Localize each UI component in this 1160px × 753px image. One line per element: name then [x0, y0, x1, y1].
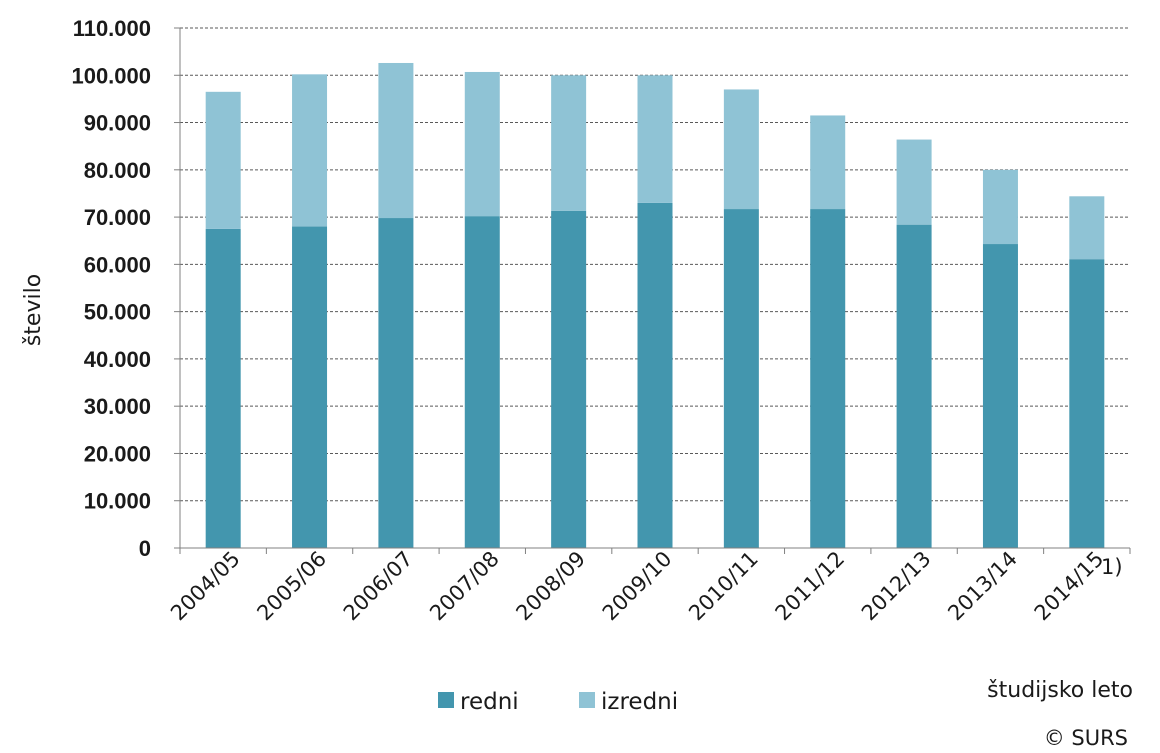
bar-redni	[378, 218, 414, 548]
y-tick-label: 40.000	[84, 347, 151, 372]
legend-swatch-redni	[438, 692, 454, 708]
x-tick-label: 2008/09	[512, 547, 591, 626]
y-tick-label: 110.000	[73, 16, 151, 41]
y-tick-label: 30.000	[84, 394, 151, 419]
x-axis-label: študijsko leto	[987, 678, 1133, 703]
bar-redni	[810, 209, 846, 548]
y-tick-label: 0	[139, 536, 151, 561]
axes	[174, 27, 1131, 554]
y-tick-label: 50.000	[84, 300, 151, 325]
source-credit: © SURS	[1044, 726, 1128, 750]
y-tick-label: 70.000	[84, 205, 151, 230]
legend: redni izredni	[438, 689, 678, 715]
y-axis-label: število	[21, 274, 46, 346]
bar-redni	[896, 224, 932, 548]
bar-izredni	[723, 89, 759, 210]
bar-izredni	[292, 74, 328, 227]
y-tick-label: 100.000	[71, 63, 151, 88]
x-tick-label: 2005/06	[252, 547, 331, 626]
x-tick-label: 2007/08	[425, 547, 504, 626]
bar-redni	[205, 228, 241, 548]
x-tick-label: 2010/11	[684, 547, 763, 626]
bar-redni	[292, 226, 328, 548]
y-tick-label: 10.000	[84, 489, 151, 514]
x-tick-label: 2012/13	[857, 547, 936, 626]
bar-redni	[637, 202, 673, 548]
bar-izredni	[378, 62, 414, 219]
bars	[205, 62, 1105, 549]
bar-izredni	[464, 71, 500, 217]
bar-izredni	[637, 75, 673, 203]
bar-izredni	[205, 91, 241, 229]
x-tick-label: 2009/10	[598, 547, 677, 626]
y-tick-label: 90.000	[84, 111, 151, 136]
bar-redni	[464, 216, 500, 549]
legend-label-redni: redni	[460, 689, 519, 715]
x-tick-label: 2014/15	[1030, 547, 1109, 626]
bar-redni	[551, 210, 587, 549]
legend-label-izredni: izredni	[601, 689, 678, 715]
legend-swatch-izredni	[579, 692, 595, 708]
x-tick-label: 2011/12	[771, 547, 850, 626]
x-tick-label: 2004/05	[166, 547, 245, 626]
x-tick-label: 2013/14	[943, 547, 1022, 626]
bar-redni	[723, 209, 759, 548]
y-tick-label: 60.000	[84, 252, 151, 277]
x-tick-label: 2006/07	[339, 547, 418, 626]
x-tick-labels: 2004/05 2005/06 2006/07 2007/08 2008/09 2009/…	[166, 547, 1108, 626]
bar-izredni	[896, 139, 932, 225]
bar-izredni	[1069, 196, 1105, 260]
y-tick-label: 80.000	[84, 158, 151, 183]
bar-izredni	[551, 75, 587, 211]
bar-redni	[982, 244, 1018, 548]
bar-izredni	[982, 169, 1018, 245]
bar-izredni	[810, 115, 846, 210]
y-tick-label: 20.000	[84, 441, 151, 466]
bar-redni	[1069, 259, 1105, 548]
footnote-marker: 1)	[1101, 555, 1123, 579]
y-tick-labels: 0 10.000 20.000 30.000 40.000 50.000 60.000 70.…	[71, 16, 151, 561]
